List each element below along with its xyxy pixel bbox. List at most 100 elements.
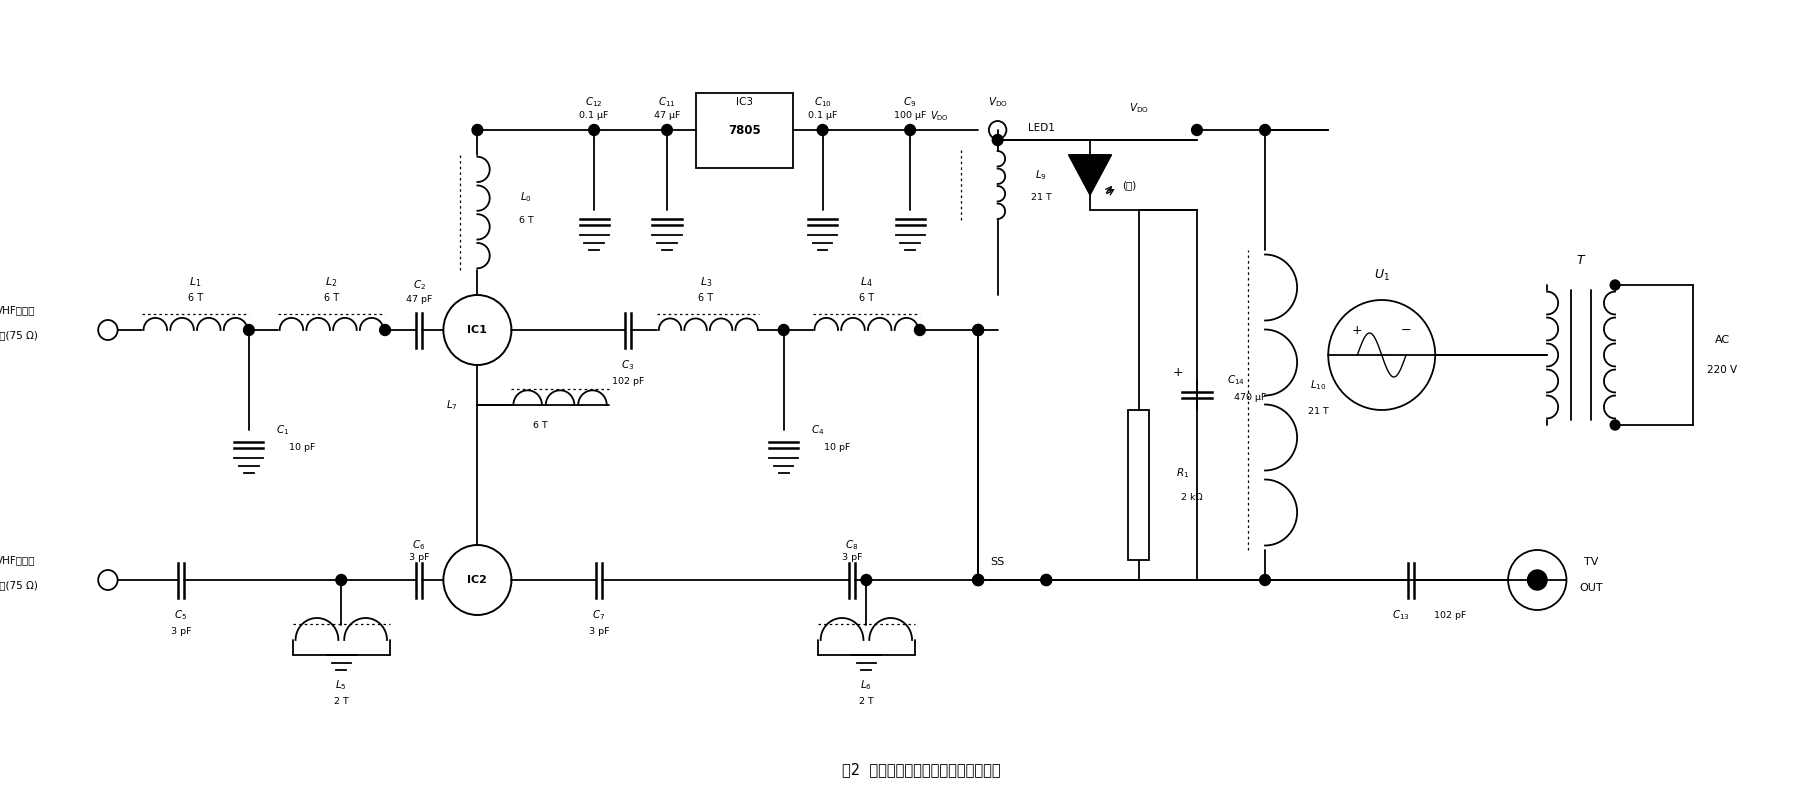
Text: $L_6$: $L_6$ <box>861 678 872 692</box>
Text: 2 kΩ: 2 kΩ <box>1180 493 1204 502</box>
Text: $C_{10}$: $C_{10}$ <box>814 95 832 109</box>
Text: 号人(75 Ω): 号人(75 Ω) <box>0 580 38 590</box>
Text: 号人(75 Ω): 号人(75 Ω) <box>0 330 38 340</box>
Text: $C_{11}$: $C_{11}$ <box>658 95 676 109</box>
Text: $V_{\rm DO}$: $V_{\rm DO}$ <box>929 109 949 123</box>
Text: 220 V: 220 V <box>1706 365 1737 375</box>
Text: LED1: LED1 <box>1028 123 1055 133</box>
Circle shape <box>244 325 255 335</box>
Text: $C_{14}$: $C_{14}$ <box>1227 373 1245 387</box>
Text: 0.1 μF: 0.1 μF <box>579 111 608 121</box>
Text: 6 T: 6 T <box>533 421 547 430</box>
Text: $C_5$: $C_5$ <box>174 608 187 622</box>
Text: +: + <box>1171 366 1182 378</box>
Text: TV: TV <box>1584 557 1598 567</box>
Text: $L_3$: $L_3$ <box>700 275 712 289</box>
Text: $L_9$: $L_9$ <box>1035 168 1048 182</box>
Text: 10 pF: 10 pF <box>289 443 316 453</box>
Text: $C_4$: $C_4$ <box>811 423 825 437</box>
Text: (红): (红) <box>1121 180 1136 190</box>
Text: +: + <box>1353 323 1363 337</box>
Text: $C_{12}$: $C_{12}$ <box>585 95 603 109</box>
Text: 3 pF: 3 pF <box>409 554 429 562</box>
Text: IC1: IC1 <box>468 325 488 335</box>
Text: $C_6$: $C_6$ <box>413 538 425 552</box>
Text: IC2: IC2 <box>468 575 488 585</box>
Text: 3 pF: 3 pF <box>170 627 192 637</box>
Text: 2 T: 2 T <box>334 698 348 706</box>
Text: $V_{\rm DO}$: $V_{\rm DO}$ <box>988 95 1008 109</box>
Text: 21 T: 21 T <box>1308 407 1329 417</box>
Text: 102 pF: 102 pF <box>1433 610 1466 619</box>
Text: 3 pF: 3 pF <box>588 627 610 637</box>
Text: 470 μF: 470 μF <box>1234 394 1267 402</box>
Circle shape <box>1191 125 1202 135</box>
Circle shape <box>588 125 599 135</box>
Text: OUT: OUT <box>1579 583 1602 593</box>
Circle shape <box>1041 574 1051 586</box>
Circle shape <box>861 574 872 586</box>
Text: 2 T: 2 T <box>859 698 874 706</box>
Circle shape <box>972 574 983 586</box>
Circle shape <box>972 574 983 586</box>
Text: $C_1$: $C_1$ <box>276 423 289 437</box>
Text: 6 T: 6 T <box>859 293 874 303</box>
Bar <box>696 93 793 167</box>
Text: 3 pF: 3 pF <box>841 554 863 562</box>
Text: $L_{10}$: $L_{10}$ <box>1310 378 1328 392</box>
Circle shape <box>472 125 483 135</box>
Text: −: − <box>1401 323 1412 337</box>
Circle shape <box>662 125 673 135</box>
Text: $C_2$: $C_2$ <box>413 278 425 292</box>
Text: VHF电视信: VHF电视信 <box>0 305 36 315</box>
Circle shape <box>915 325 926 335</box>
Circle shape <box>818 125 829 135</box>
Text: 7805: 7805 <box>728 123 761 137</box>
Circle shape <box>1611 280 1620 290</box>
Text: SS: SS <box>990 557 1005 567</box>
Text: $C_9$: $C_9$ <box>904 95 917 109</box>
Text: 6 T: 6 T <box>698 293 714 303</box>
Text: $R_1$: $R_1$ <box>1175 466 1189 480</box>
Circle shape <box>972 325 983 335</box>
Text: $V_{\rm DO}$: $V_{\rm DO}$ <box>1128 101 1148 115</box>
Circle shape <box>779 325 789 335</box>
Circle shape <box>1259 574 1270 586</box>
Circle shape <box>904 125 915 135</box>
Text: 0.1 μF: 0.1 μF <box>807 111 838 121</box>
Text: 47 μF: 47 μF <box>653 111 680 121</box>
Text: $L_2$: $L_2$ <box>325 275 337 289</box>
Text: $C_7$: $C_7$ <box>592 608 606 622</box>
Polygon shape <box>1069 155 1112 195</box>
Text: 6 T: 6 T <box>325 293 339 303</box>
Text: 6 T: 6 T <box>188 293 203 303</box>
Circle shape <box>1041 574 1051 586</box>
Text: $L_1$: $L_1$ <box>188 275 201 289</box>
Circle shape <box>992 134 1003 146</box>
Text: $L_7$: $L_7$ <box>447 398 457 412</box>
Text: $C_{13}$: $C_{13}$ <box>1392 608 1410 622</box>
Text: $L_4$: $L_4$ <box>859 275 872 289</box>
Text: IC3: IC3 <box>736 97 753 107</box>
Text: 47 pF: 47 pF <box>405 295 432 305</box>
Circle shape <box>1259 125 1270 135</box>
Text: $L_0$: $L_0$ <box>520 190 533 204</box>
Text: 6 T: 6 T <box>518 216 533 225</box>
Bar <box>1128 410 1150 560</box>
Circle shape <box>335 574 346 586</box>
Text: 图2  放大－混合方式天线放大器电路图: 图2 放大－混合方式天线放大器电路图 <box>843 762 1001 778</box>
Circle shape <box>1611 420 1620 430</box>
Text: 102 pF: 102 pF <box>612 378 644 386</box>
Circle shape <box>1527 570 1546 590</box>
Text: $T$: $T$ <box>1575 254 1586 266</box>
Circle shape <box>972 574 983 586</box>
Circle shape <box>380 325 391 335</box>
Text: 10 pF: 10 pF <box>823 443 850 453</box>
Text: $C_3$: $C_3$ <box>621 358 635 372</box>
Circle shape <box>972 325 983 335</box>
Text: 21 T: 21 T <box>1032 193 1051 202</box>
Text: 100 μF: 100 μF <box>893 111 926 121</box>
Text: $U_1$: $U_1$ <box>1374 267 1390 282</box>
Text: VHF电视信: VHF电视信 <box>0 555 36 565</box>
Text: $L_5$: $L_5$ <box>335 678 346 692</box>
